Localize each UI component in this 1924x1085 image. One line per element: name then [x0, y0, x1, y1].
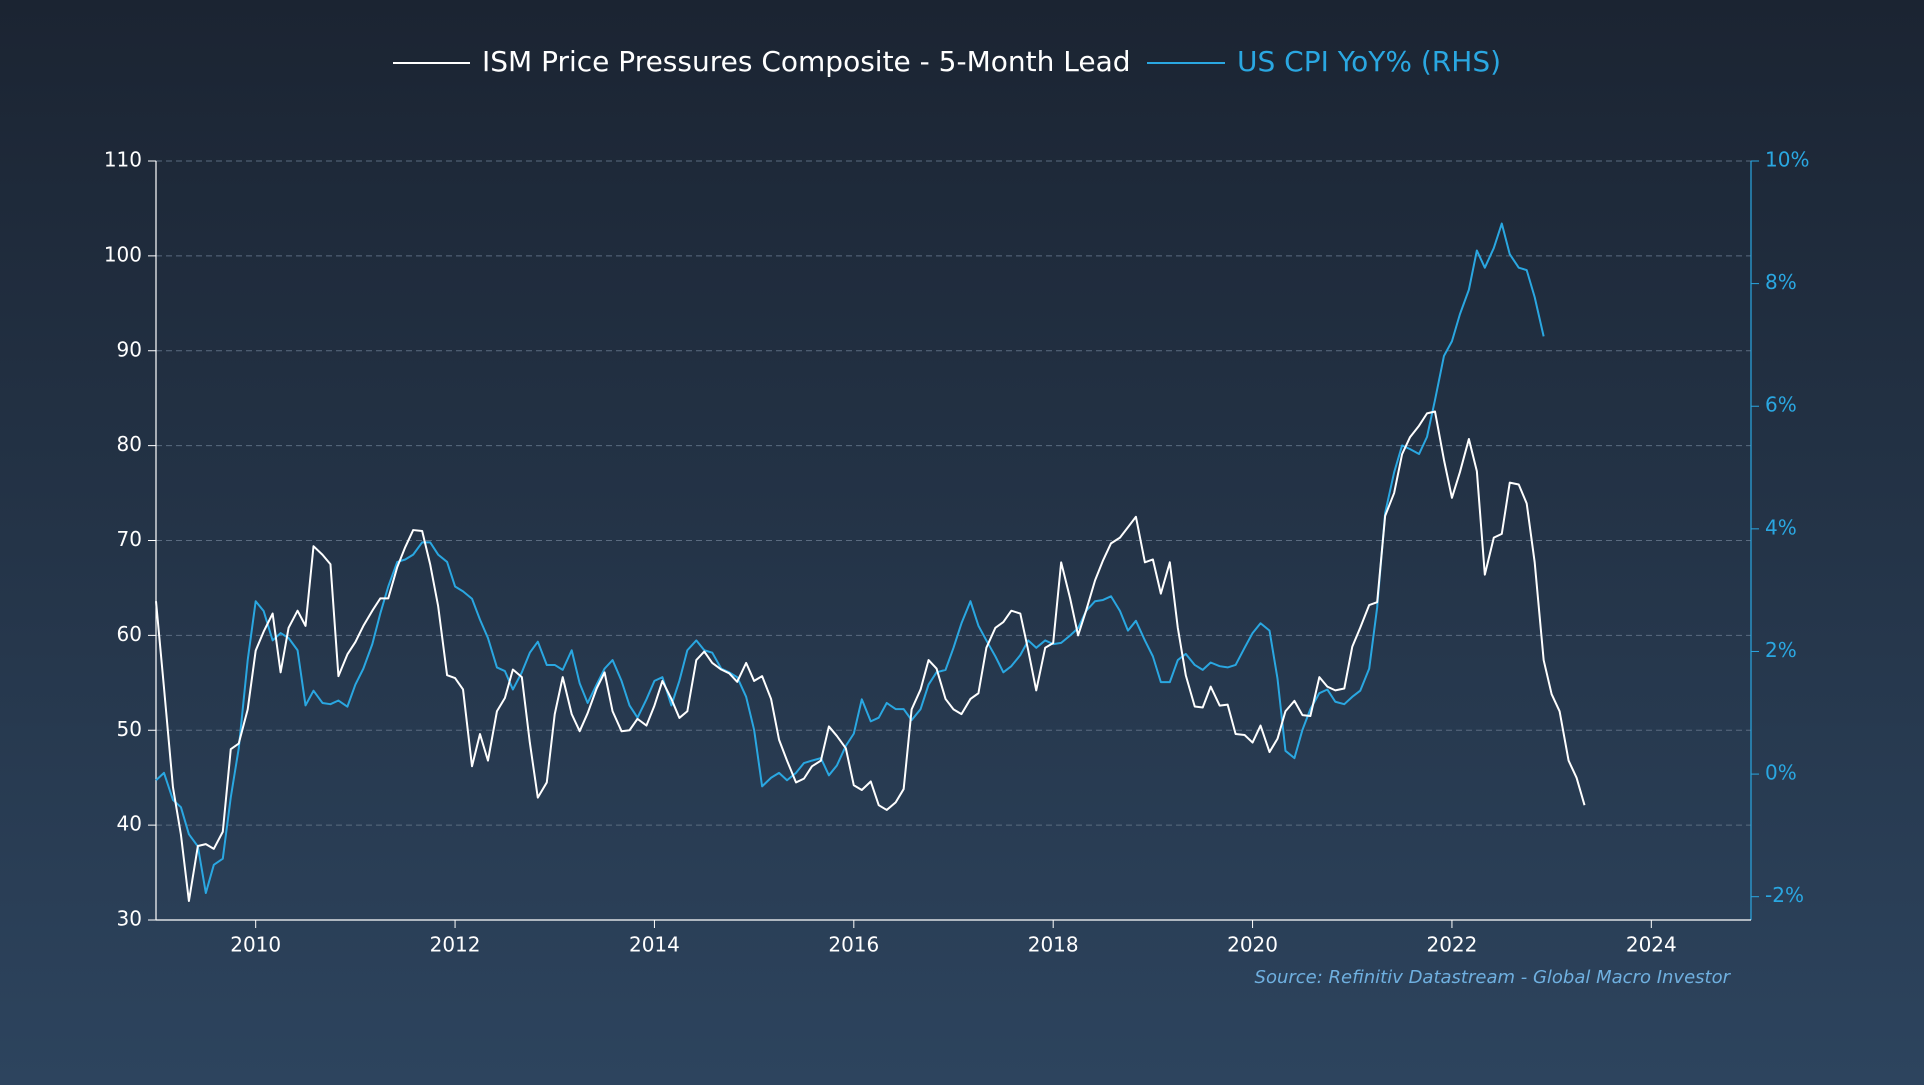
x-tick-label: 2018 [1028, 933, 1079, 957]
y2-tick-label: 8% [1765, 270, 1797, 294]
series-line [155, 410, 1586, 903]
x-tick-label: 2012 [430, 933, 481, 957]
x-tick-label: 2024 [1626, 933, 1677, 957]
y-tick-label: 50 [117, 717, 142, 741]
y-tick-label: 60 [117, 622, 142, 646]
y2-tick-label: 2% [1765, 638, 1797, 662]
y-tick-label: 30 [117, 907, 142, 931]
x-tick-label: 2022 [1426, 933, 1477, 957]
x-tick-label: 2014 [629, 933, 680, 957]
y2-tick-label: -2% [1765, 883, 1804, 907]
y2-tick-label: 4% [1765, 515, 1797, 539]
series-line [155, 222, 1545, 895]
legend-label: US CPI YoY% (RHS) [1237, 45, 1501, 78]
y2-tick-label: 0% [1765, 761, 1797, 785]
source-note: Source: Refinitiv Datastream - Global Ma… [1255, 967, 1732, 988]
legend-label: ISM Price Pressures Composite - 5-Month … [482, 45, 1131, 78]
y-tick-label: 70 [117, 527, 142, 551]
y-tick-label: 90 [117, 337, 142, 361]
x-tick-label: 2010 [230, 933, 281, 957]
y-tick-label: 110 [104, 148, 142, 172]
y-tick-label: 80 [117, 432, 142, 456]
y2-tick-label: 6% [1765, 393, 1797, 417]
y-tick-label: 40 [117, 812, 142, 836]
y2-tick-label: 10% [1765, 148, 1809, 172]
x-tick-label: 2020 [1227, 933, 1278, 957]
x-tick-label: 2016 [828, 933, 879, 957]
y-tick-label: 100 [104, 242, 142, 266]
